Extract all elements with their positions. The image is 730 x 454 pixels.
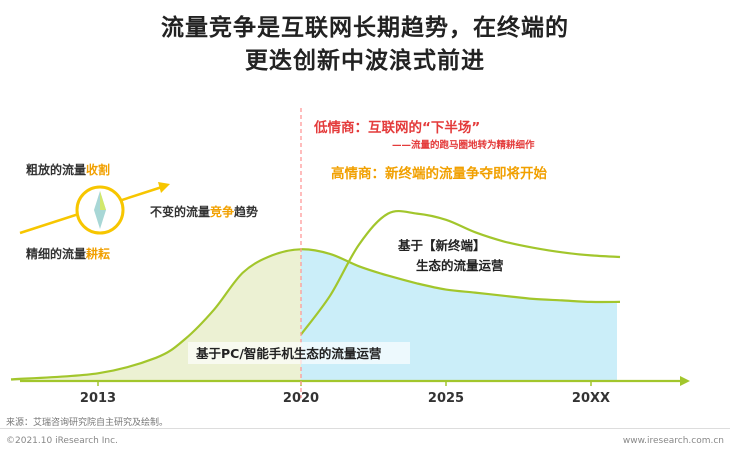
copyright: ©2021.10 iResearch Inc. (6, 436, 118, 446)
page-title-line1: 流量竞争是互联网长期趋势，在终端的 (161, 15, 569, 41)
series-line-new-terminal (300, 209, 621, 336)
label-fine-cultivation: 精细的流量耕耘 (26, 246, 110, 261)
compass-needle-highlight (100, 191, 106, 210)
x-ticks: 2013 2020 2025 20XX (80, 381, 610, 406)
page-title-line2: 更迭创新中波浪式前进 (245, 48, 485, 74)
series-line-pc (10, 248, 621, 381)
tick-label: 2025 (428, 391, 464, 406)
tick-label: 2013 (80, 391, 116, 406)
site-link[interactable]: www.iresearch.com.cn (622, 436, 724, 446)
label-low-eq-sub: ——流量的跑马圈地转为精耕细作 (392, 139, 535, 151)
label-rough-harvest: 粗放的流量收割 (26, 162, 110, 177)
label-low-eq: 低情商：互联网的“下半场” (313, 119, 480, 136)
tick-label: 20XX (572, 391, 610, 406)
label-constant-trend: 不变的流量竞争趋势 (150, 204, 258, 219)
tick-label: 2020 (283, 391, 319, 406)
area-mask (617, 301, 647, 381)
x-axis (20, 376, 690, 386)
label-pc-era: 基于PC/智能手机生态的流量运营 (195, 346, 382, 361)
label-new-terminal-1: 基于【新终端】 (397, 238, 486, 253)
label-new-terminal-2: 生态的流量运营 (416, 258, 504, 273)
label-high-eq: 高情商：新终端的流量争夺即将开始 (331, 165, 547, 182)
source-note: 来源：艾瑞咨询研究院自主研究及绘制。 (6, 418, 169, 428)
x-axis-arrow (680, 376, 690, 386)
chart-lines (10, 209, 621, 381)
footer-divider (0, 428, 730, 429)
trend-arrow-head (158, 182, 170, 193)
pc-label-bg (188, 342, 410, 364)
